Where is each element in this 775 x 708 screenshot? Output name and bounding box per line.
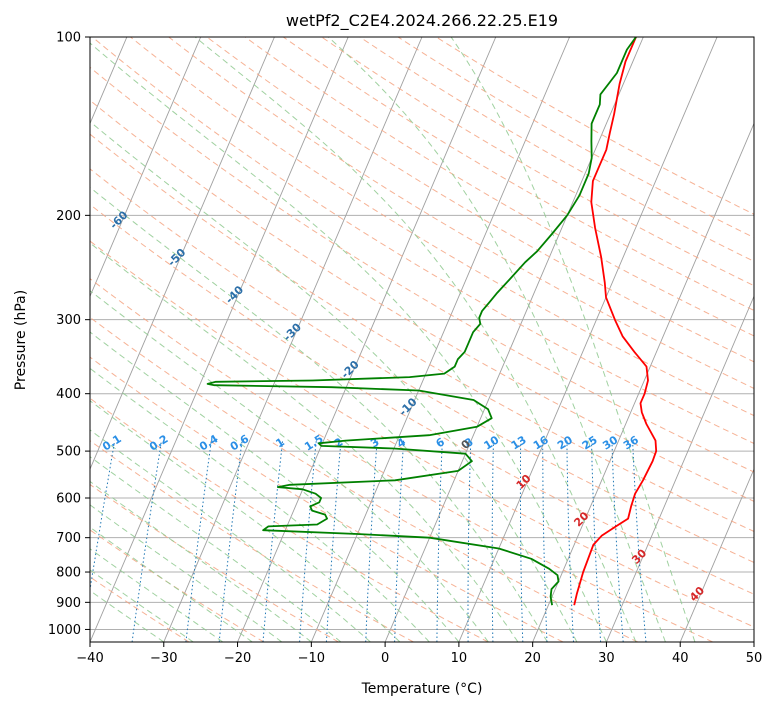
mixing-ratio-line — [491, 440, 494, 642]
moist-adiabat-line — [90, 121, 578, 642]
y-tick-label: 1000 — [48, 623, 81, 638]
x-tick-label: 20 — [524, 651, 541, 666]
mixing-ratio-line — [542, 440, 548, 642]
dry-adiabats — [90, 37, 754, 642]
x-axis-label: Temperature (°C) — [361, 681, 483, 697]
mixing-ratio-line — [632, 440, 647, 642]
skewed-isotherms — [90, 37, 754, 642]
x-tick-label: 50 — [746, 651, 763, 666]
y-axis-label: Pressure (hPa) — [13, 290, 29, 390]
moist-adiabat-line — [90, 367, 430, 642]
x-tick-label: −10 — [298, 651, 325, 666]
mixing-ratio-line — [262, 440, 284, 642]
mixing-ratio-line — [365, 440, 378, 642]
isotherm-line — [606, 295, 754, 642]
dry-adiabat-line — [321, 37, 754, 287]
isotherm-line — [679, 467, 754, 642]
isotherm-line — [90, 37, 349, 642]
moist-adiabat-line — [90, 429, 371, 642]
y-tick-label: 600 — [56, 492, 81, 507]
dry-adiabat-line — [91, 37, 754, 445]
mixing-ratio-line — [299, 440, 317, 642]
dry-adiabat-line — [283, 37, 754, 312]
x-tick-label: −20 — [224, 651, 251, 666]
x-tick-label: −40 — [76, 651, 103, 666]
y-tick-label: 100 — [56, 31, 81, 46]
mixing-ratio-line — [394, 440, 405, 642]
temperature-profile — [573, 37, 658, 606]
mixing-ratio-line — [566, 440, 574, 642]
dry-adiabat-line — [90, 133, 754, 533]
isotherm-line — [163, 37, 423, 642]
x-tick-label: −30 — [150, 651, 177, 666]
mixing-ratio-line — [218, 440, 243, 642]
mixing-ratio-line — [436, 440, 443, 642]
isotherm-line — [90, 37, 275, 471]
moist-adiabat-line — [90, 504, 283, 642]
mixing-ratio-line — [591, 440, 602, 642]
dewpoint-profile — [206, 37, 637, 606]
dry-adiabat-line — [90, 316, 639, 642]
isotherm-line — [237, 37, 497, 642]
dry-adiabat-line — [90, 168, 754, 563]
moist-adiabat-line — [90, 290, 489, 642]
mixing-ratio-line — [185, 440, 212, 642]
y-tick-label: 200 — [56, 209, 81, 224]
dry-adiabat-line — [244, 37, 754, 337]
isotherm-line — [458, 37, 718, 642]
y-tick-label: 700 — [56, 531, 81, 546]
moist-adiabat-line — [90, 331, 460, 642]
moist-adiabat-line — [90, 242, 519, 642]
mixing-ratio-line — [611, 440, 624, 642]
y-tick-label: 300 — [56, 313, 81, 328]
x-tick-label: 30 — [598, 651, 615, 666]
moist-adiabat-line — [450, 37, 696, 642]
mixing-ratio-line — [519, 440, 524, 642]
y-tick-label: 500 — [56, 445, 81, 460]
dry-adiabat-line — [130, 37, 754, 417]
y-tick-label: 800 — [56, 566, 81, 581]
moist-adiabat-line — [90, 42, 607, 642]
x-tick-label: 0 — [381, 651, 389, 666]
dry-adiabat-line — [206, 37, 754, 363]
y-tick-label: 900 — [56, 596, 81, 611]
mixing-ratio-line — [467, 440, 472, 642]
profiles — [206, 37, 658, 606]
dry-adiabat-line — [90, 356, 564, 642]
moist-adiabat-line — [194, 37, 637, 642]
mixing-ratio-line — [325, 440, 342, 642]
isotherm-line — [384, 37, 644, 642]
isotherm-line — [532, 122, 754, 642]
chart-title: wetPf2_C2E4.2024.266.22.25.E19 — [286, 11, 558, 31]
axis-ticks: −40 −30 −20 −10 0 10 20 30 40 50 100 200 300 400 500 60… — [48, 31, 762, 667]
plot-background — [90, 37, 754, 642]
x-tick-label: 40 — [672, 651, 689, 666]
dry-adiabat-line — [90, 99, 754, 502]
moist-adiabat-line — [327, 37, 666, 642]
dry-adiabat-line — [90, 240, 754, 628]
dry-adiabat-line — [90, 66, 754, 473]
moist-adiabats — [90, 37, 696, 642]
dry-adiabat-line — [90, 203, 754, 595]
x-tick-label: 10 — [451, 651, 468, 666]
y-tick-label: 400 — [56, 387, 81, 402]
isotherm-line — [90, 37, 202, 298]
plot-frame — [89, 36, 755, 643]
dry-adiabat-line — [90, 440, 414, 642]
pressure-gridlines — [90, 37, 754, 630]
dry-adiabat-line — [168, 37, 754, 389]
mixing-ratio-lines — [90, 440, 647, 642]
